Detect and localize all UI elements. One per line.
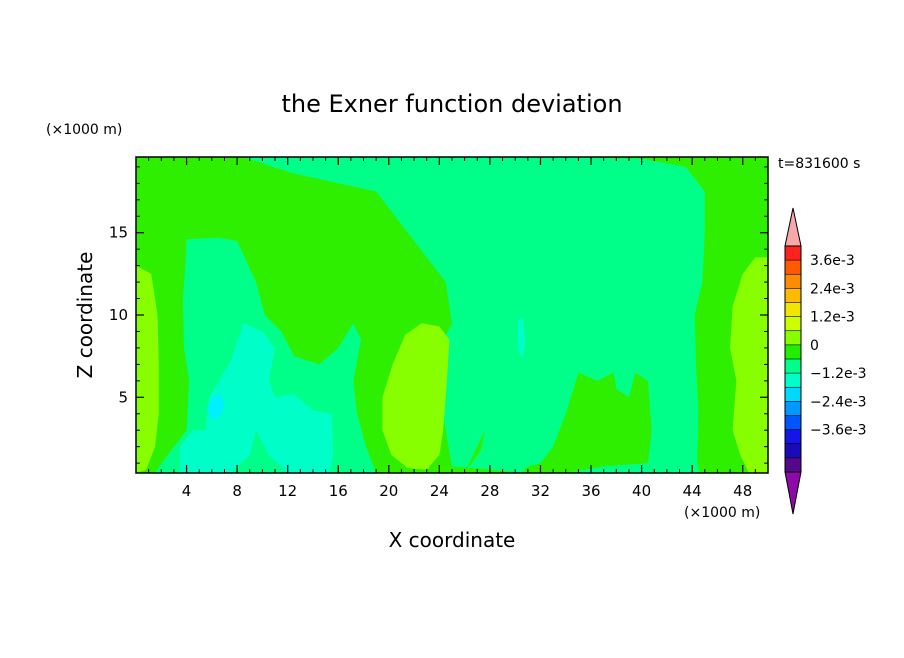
y-axis-ticks: 5 10 15 — [109, 166, 768, 464]
contour-plot-area — [136, 157, 768, 473]
x-tick-label: 44 — [683, 482, 702, 500]
colorbar-under-triangle — [784, 471, 802, 515]
colorbar-label: 3.6e-3 — [810, 253, 855, 269]
colorbar-swatch — [785, 260, 801, 275]
colorbar-swatch — [785, 401, 801, 416]
colorbar-label: 1.2e-3 — [810, 310, 855, 326]
x-axis-label: X coordinate — [389, 528, 516, 552]
x-unit-label: (×1000 m) — [684, 505, 760, 521]
y-unit-label: (×1000 m) — [46, 122, 122, 138]
colorbar-swatch — [785, 288, 801, 303]
colorbar-swatch — [785, 387, 801, 402]
x-tick-label: 24 — [430, 482, 449, 500]
x-tick-label: 20 — [379, 482, 398, 500]
colorbar-swatch — [785, 316, 801, 331]
chart-title: the Exner function deviation — [281, 90, 622, 118]
colorbar-swatch — [785, 344, 801, 359]
x-tick-label: 4 — [182, 482, 192, 500]
x-tick-label: 36 — [581, 482, 600, 500]
y-tick-label: 15 — [109, 224, 128, 242]
colorbar-swatch — [785, 429, 801, 444]
colorbar-label: −3.6e-3 — [810, 423, 867, 439]
x-tick-label: 28 — [480, 482, 499, 500]
colorbar-swatch — [785, 330, 801, 345]
x-tick-label: 40 — [632, 482, 651, 500]
contour-region-background-3 — [464, 430, 485, 473]
contour-region-background-2 — [521, 372, 652, 473]
x-tick-label: 8 — [232, 482, 242, 500]
x-tick-label: 48 — [733, 482, 752, 500]
colorbar-swatch — [785, 443, 801, 458]
colorbar-swatch — [785, 359, 801, 374]
colorbar-label: −2.4e-3 — [810, 394, 867, 410]
contour-region-yellow_green-7 — [382, 323, 450, 470]
x-tick-label: 16 — [329, 482, 348, 500]
contour-regions — [136, 157, 768, 473]
contour-region-cyan-5 — [206, 394, 225, 419]
colorbar-over-triangle — [784, 207, 802, 247]
colorbar-swatch — [785, 274, 801, 289]
colorbar-label: −1.2e-3 — [810, 366, 867, 382]
colorbar-label: 2.4e-3 — [810, 281, 855, 297]
colorbar-swatch — [785, 302, 801, 317]
colorbar: 3.6e-3 2.4e-3 1.2e-3 0 −1.2e-3 −2.4e-3 −3.6e-3 — [784, 207, 867, 515]
y-tick-label: 5 — [118, 388, 128, 406]
x-axis-ticks: 4 8 12 16 20 24 28 32 36 40 44 48 — [148, 157, 769, 500]
contour-region-yellow_green-8 — [136, 265, 159, 473]
colorbar-label: 0 — [810, 338, 819, 354]
colorbar-swatch — [785, 457, 801, 472]
colorbar-swatch — [785, 415, 801, 430]
x-tick-label: 32 — [531, 482, 550, 500]
x-tick-label: 12 — [278, 482, 297, 500]
y-axis-label: Z coordinate — [73, 252, 97, 379]
contour-region-yellow_green-9 — [730, 257, 768, 473]
colorbar-swatch — [785, 246, 801, 261]
time-label: t=831600 s — [778, 156, 860, 172]
y-tick-label: 10 — [109, 306, 128, 324]
contour-region-aqua-4 — [180, 323, 334, 473]
colorbar-swatch — [785, 373, 801, 388]
contour-region-aqua-6 — [517, 316, 526, 358]
